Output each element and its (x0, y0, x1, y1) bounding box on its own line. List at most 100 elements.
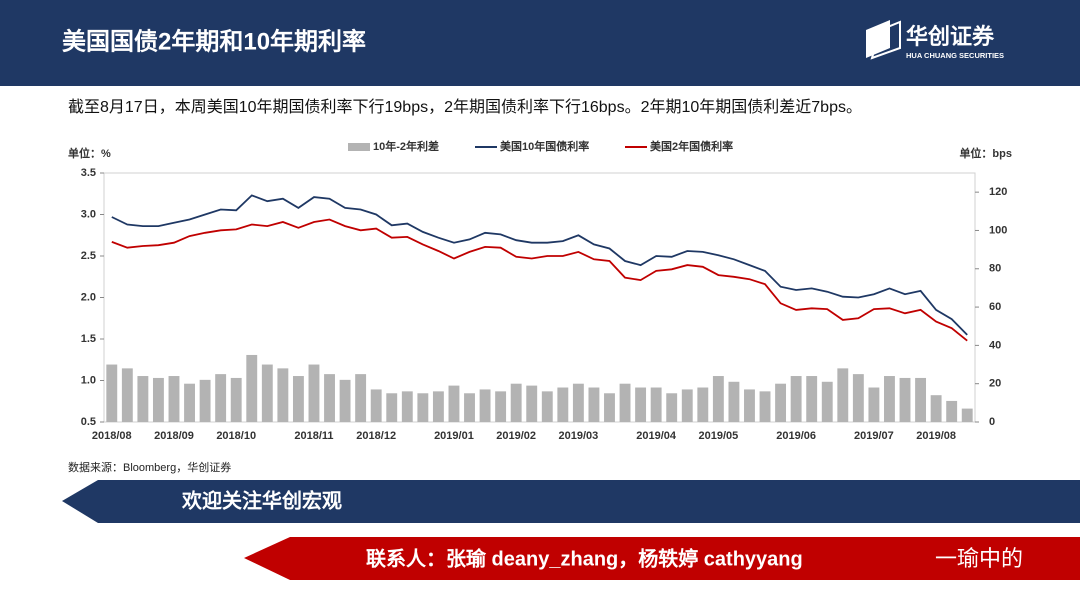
bar (852, 374, 864, 422)
bar (775, 383, 787, 422)
bar (464, 393, 475, 422)
bar (884, 376, 895, 422)
bar (635, 387, 647, 422)
bar (246, 354, 258, 422)
bar (339, 379, 351, 422)
bar (261, 364, 273, 422)
x-tick-label: 2019/02 (496, 430, 536, 442)
watermark: 一瑜中的 (935, 546, 1023, 571)
x-tick-label: 2018/12 (356, 430, 396, 442)
bar (697, 387, 709, 422)
x-tick-label: 2019/01 (434, 430, 474, 442)
y-tick-label: 1.5 (81, 333, 96, 345)
bar (137, 376, 149, 422)
y-tick-label: 2.0 (81, 291, 96, 303)
bar (588, 387, 600, 422)
slide-title: 美国国债2年期和10年期利率 (62, 27, 366, 55)
bar (604, 393, 615, 422)
bar (868, 387, 880, 422)
x-tick-label: 2019/04 (636, 430, 677, 442)
bar (790, 376, 802, 422)
y-tick-label: 3.5 (81, 167, 96, 179)
logo-subtext: HUA CHUANG SECURITIES (906, 51, 1004, 60)
bar (495, 391, 507, 422)
y2-tick-label: 80 (989, 263, 1001, 275)
bar (759, 391, 771, 422)
summary: 截至8月17日，本周美国10年期国债利率下行19bps，2年期国债利率下行16b… (68, 98, 862, 116)
logo: 华创证券 HUA CHUANG SECURITIES (866, 20, 1004, 60)
bar (324, 374, 335, 422)
bar (915, 377, 927, 422)
contact-banner (244, 537, 1080, 580)
y2-tick-label: 100 (989, 224, 1007, 236)
bar (417, 393, 429, 422)
line (111, 194, 968, 336)
x-tick-label: 2018/09 (154, 430, 194, 442)
y-tick-label: 3.0 (81, 208, 96, 220)
bar (308, 364, 320, 422)
bar (106, 364, 118, 422)
bar (744, 389, 755, 422)
bar (961, 408, 973, 422)
bar (230, 377, 242, 422)
x-tick-label: 2019/07 (854, 430, 894, 442)
y2-tick-label: 20 (989, 378, 1001, 390)
legend-label: 10年-2年利差 (373, 139, 439, 153)
chart: 0.5 1.0 1.5 2.0 2.5 3.0 3.5 0 20 40 60 80 100 120 2018… (81, 139, 1008, 442)
watermark-bg (905, 544, 1057, 578)
banner-text: 欢迎关注华创宏观 (181, 488, 342, 512)
banner (62, 480, 1080, 523)
bar (541, 391, 553, 422)
bar (526, 385, 538, 422)
bar (401, 391, 413, 422)
y2-axis-label: 单位：bps (959, 146, 1012, 160)
bar (728, 381, 740, 422)
bar (899, 377, 911, 422)
bar (215, 374, 227, 422)
bar (837, 368, 849, 422)
x-tick-label: 2019/03 (559, 430, 599, 442)
source: 数据来源：Bloomberg，华创证券 (68, 460, 231, 474)
bar (821, 381, 833, 422)
bar (121, 368, 133, 422)
y-tick-label: 1.0 (81, 374, 96, 386)
bar (199, 379, 211, 422)
bar (168, 376, 180, 422)
bar (386, 393, 398, 422)
bar (650, 387, 662, 422)
y2-tick-label: 40 (989, 339, 1001, 351)
legend-label: 美国2年国债利率 (650, 139, 733, 153)
bar (355, 374, 367, 422)
logo-mark (870, 20, 901, 60)
bar (806, 376, 818, 422)
bar (510, 383, 522, 422)
bar (572, 383, 584, 422)
bar (184, 383, 195, 422)
logo-text: 华创证券 (906, 24, 995, 49)
bar (448, 385, 460, 422)
x-tick-label: 2018/10 (216, 430, 256, 442)
legend-label: 美国10年国债利率 (500, 139, 589, 153)
bar (292, 376, 304, 422)
y-tick-label: 0.5 (81, 416, 96, 428)
bar (277, 368, 289, 422)
bar (712, 376, 724, 422)
bar (930, 395, 942, 422)
y-tick-label: 2.5 (81, 250, 96, 262)
bar (681, 389, 693, 422)
bar (619, 383, 631, 422)
legend-swatch (348, 143, 370, 151)
bar (946, 400, 958, 422)
contact-text: 联系人：张瑜 deany_zhang，杨轶婷 cathyyang (366, 546, 803, 570)
bar (370, 389, 382, 422)
y2-tick-label: 120 (989, 186, 1007, 198)
bar (432, 391, 444, 422)
y2-tick-label: 0 (989, 416, 995, 428)
y2-tick-label: 60 (989, 301, 1001, 313)
x-tick-label: 2018/08 (92, 430, 132, 442)
x-tick-label: 2019/06 (776, 430, 816, 442)
line (111, 218, 968, 342)
bar (557, 387, 569, 422)
bar (479, 389, 491, 422)
